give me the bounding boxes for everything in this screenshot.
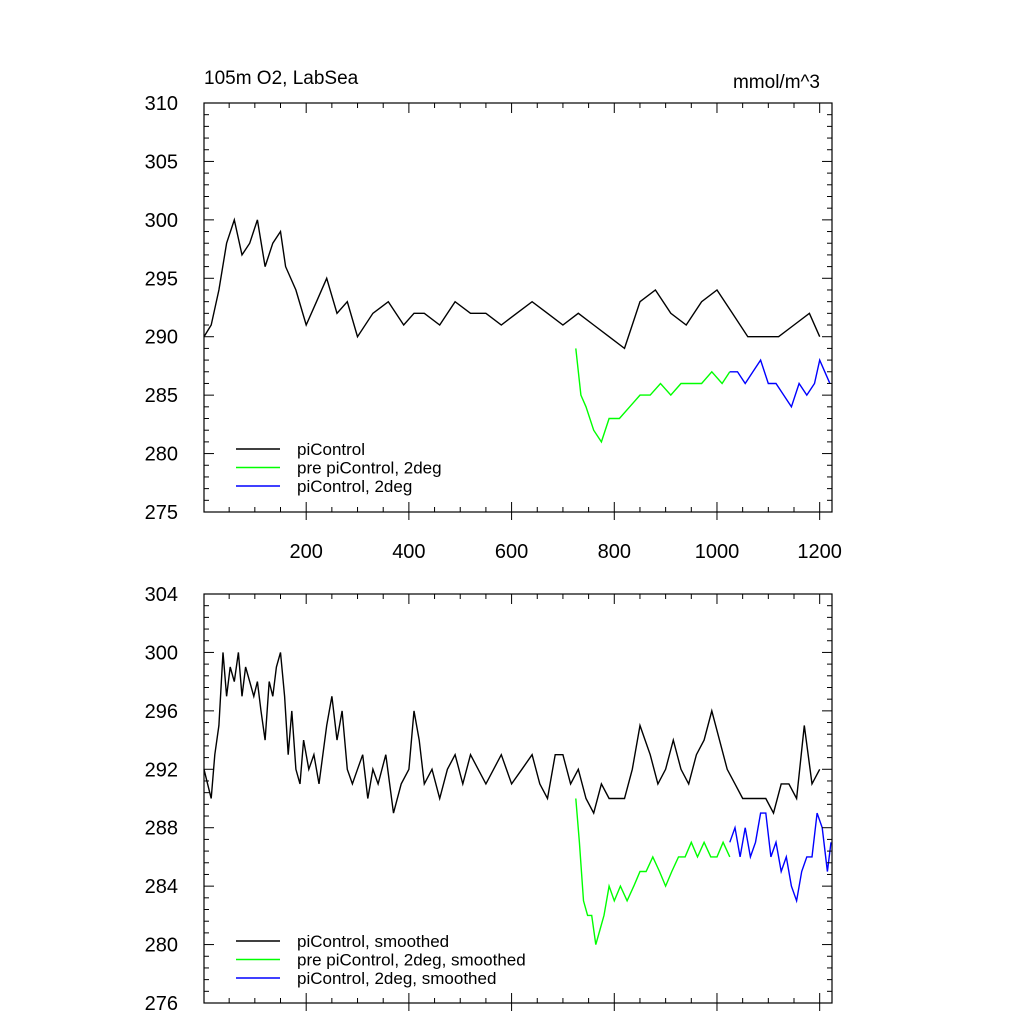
y-tick-label: 280 [145, 444, 178, 466]
x-tick-label: 1000 [695, 541, 740, 563]
y-tick-label: 280 [145, 935, 178, 957]
y-tick-label: 300 [145, 642, 178, 664]
legend-label-0: piControl, smoothed [297, 932, 449, 951]
y-tick-label: 296 [145, 701, 178, 723]
legend-label-0: piControl [297, 440, 365, 459]
y-tick-label: 292 [145, 759, 178, 781]
units-label: mmol/m^3 [733, 72, 820, 93]
legend-label-2: piControl, 2deg, smoothed [297, 969, 496, 988]
series-line-0 [203, 217, 821, 350]
x-tick-label: 1200 [797, 541, 842, 563]
y-tick-label: 300 [145, 210, 178, 232]
series-line-1 [575, 348, 731, 444]
legend-label-1: pre piControl, 2deg, smoothed [297, 951, 526, 970]
bottom-panel-chart: 276 280 284 288 292 296 300 304 piControl, smoot… [145, 584, 833, 1015]
y-tick-label: 275 [145, 502, 178, 524]
x-tick-label: 800 [598, 541, 631, 563]
legend-label-1: pre piControl, 2deg [297, 459, 442, 478]
plot-frame [203, 102, 833, 513]
y-tick-label: 284 [145, 876, 178, 898]
y-tick-label: 305 [145, 151, 178, 173]
y-tick-label: 295 [145, 268, 178, 290]
y-tick-label: 304 [145, 584, 178, 606]
y-tick-label: 290 [145, 327, 178, 349]
top-panel-chart: 275 280 285 290 295 300 305 310 200 400 600 800 1000… [145, 93, 842, 563]
series-line-1 [575, 798, 731, 945]
chart-title: 105m O2, LabSea [204, 68, 359, 89]
y-tick-label: 310 [145, 93, 178, 115]
x-tick-label: 400 [392, 541, 425, 563]
x-tick-label: 600 [495, 541, 528, 563]
x-tick-label: 200 [289, 541, 322, 563]
y-tick-label: 276 [145, 993, 178, 1015]
y-tick-label: 285 [145, 385, 178, 407]
series-line-0 [203, 652, 821, 816]
series-line-2 [729, 812, 832, 904]
series-line-2 [729, 357, 831, 409]
legend-label-2: piControl, 2deg [297, 477, 412, 496]
plot-frame [203, 593, 833, 1004]
y-tick-label: 288 [145, 818, 178, 840]
